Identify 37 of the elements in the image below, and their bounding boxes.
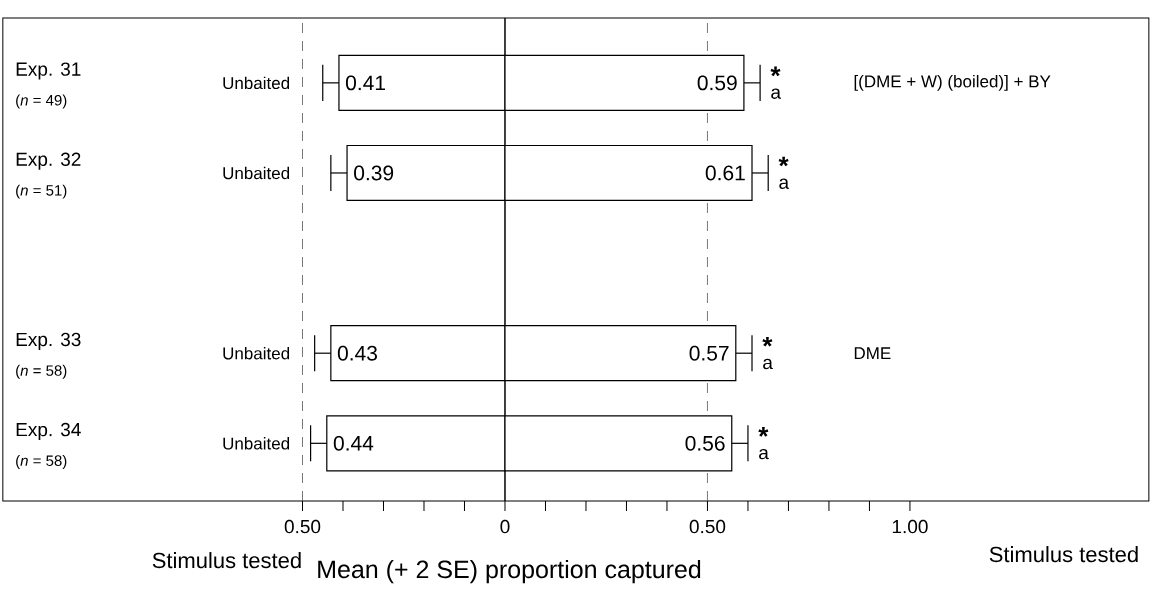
annotation: a: [771, 88, 781, 99]
data-label: 0.61: [705, 165, 745, 181]
data-label: 0.41: [345, 75, 385, 91]
annotation: a: [759, 448, 769, 460]
y-tick-label: Exp. 32: [16, 152, 81, 170]
data-label: 0.43: [337, 345, 377, 361]
data-label: 0.39: [354, 165, 394, 181]
x-tick-label: 1.00: [892, 519, 928, 534]
data-label: 0.56: [685, 435, 725, 451]
annotation: *: [762, 336, 773, 347]
x-tick-label: 0: [500, 519, 510, 534]
text: Unbaited: [223, 76, 290, 90]
y-tick-label: Exp. 31: [16, 62, 81, 80]
y-tick-label: Exp. 33: [16, 332, 81, 350]
text: Stimulus tested: [989, 546, 1138, 563]
annotation: a: [779, 178, 790, 189]
y-tick-label: Exp. 34: [16, 422, 81, 441]
text: Stimulus tested: [152, 552, 301, 569]
x-tick-label: 0.50: [284, 519, 321, 534]
annotation: [(DME + W) (boiled)] + BY: [854, 74, 1051, 91]
data-label: 0.44: [333, 435, 374, 451]
annotation: a: [763, 358, 773, 370]
text: Unbaited: [223, 437, 290, 450]
annotation: *: [770, 66, 781, 77]
annotation: (n = 49): [16, 94, 67, 109]
text: Unbaited: [223, 166, 290, 180]
x-tick-label: 0.50: [689, 519, 726, 534]
x-axis-title: Mean (+ 2 SE) proportion captured: [318, 559, 701, 584]
annotation: (n = 58): [16, 364, 67, 379]
annotation: *: [778, 156, 789, 167]
annotation: (n = 51): [16, 184, 67, 199]
annotation: *: [758, 427, 769, 437]
annotation: DME: [854, 347, 891, 360]
data-label: 0.59: [697, 75, 737, 91]
annotation: (n = 58): [16, 454, 67, 469]
data-label: 0.57: [689, 345, 729, 361]
text: Unbaited: [223, 346, 290, 360]
